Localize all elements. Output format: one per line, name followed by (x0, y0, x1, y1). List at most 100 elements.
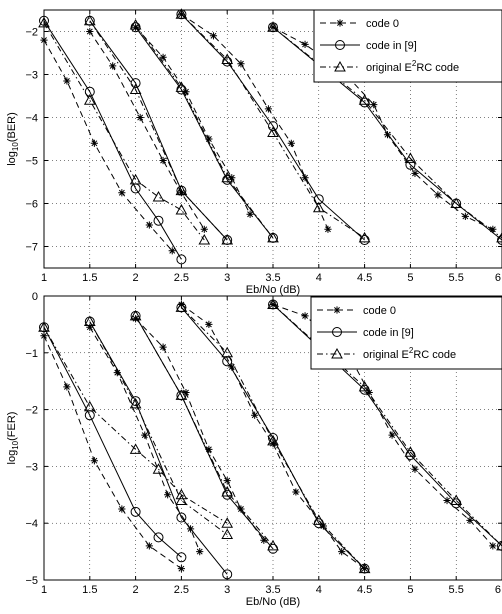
data-point (292, 488, 300, 496)
data-point (267, 434, 279, 446)
legend-marker (335, 40, 345, 50)
data-point (388, 431, 396, 439)
data-point (129, 173, 142, 185)
data-point (83, 94, 96, 105)
x-tick-label: 5 (407, 272, 413, 284)
data-point (405, 159, 416, 170)
series-line (181, 304, 365, 570)
data-point (267, 298, 279, 310)
data-point (267, 21, 279, 32)
data-point (269, 440, 277, 448)
y-tick-label: −4 (25, 518, 38, 530)
series-line (43, 326, 228, 524)
series-line (43, 39, 173, 252)
data-point (251, 411, 259, 419)
data-point (129, 397, 142, 409)
data-point (221, 234, 234, 245)
y-axis-label: log10(BER) (6, 112, 20, 166)
x-tick-label: 3 (224, 272, 230, 284)
series-line (43, 20, 182, 260)
legend-label: original E2RC code (363, 346, 456, 361)
series-triangle (38, 298, 502, 574)
legend-label: code 0 (366, 18, 399, 30)
data-point (450, 494, 463, 505)
data-point (205, 320, 213, 328)
data-point (168, 247, 176, 255)
data-point (175, 301, 188, 312)
data-point (383, 131, 392, 139)
data-point (221, 528, 234, 540)
data-point (145, 542, 153, 550)
x-tick-label: 3.5 (265, 272, 280, 284)
data-point (200, 225, 208, 233)
legend-label: code in [9] (363, 327, 414, 339)
data-point (324, 225, 332, 233)
data-point (312, 201, 325, 213)
data-point (118, 505, 126, 513)
data-point (287, 139, 295, 147)
data-point (175, 8, 188, 19)
data-point (176, 254, 187, 265)
series-line (135, 24, 274, 239)
data-point (404, 152, 417, 163)
data-point (132, 315, 140, 323)
data-point (365, 388, 373, 397)
data-point (129, 19, 142, 30)
data-point (175, 389, 188, 400)
data-point (129, 83, 142, 95)
x-tick-label: 4.5 (357, 584, 372, 596)
data-point (196, 548, 204, 556)
data-point (86, 27, 94, 36)
data-point (221, 346, 234, 358)
legend-label: original E2RC code (366, 59, 459, 74)
data-point (221, 53, 234, 64)
data-point (177, 189, 185, 197)
x-tick-label: 4.5 (357, 272, 372, 284)
y-tick-label: −2 (25, 405, 38, 417)
data-point (267, 231, 279, 243)
y-tick-label: −5 (25, 575, 38, 587)
data-point (182, 388, 190, 397)
x-tick-label: 1 (41, 272, 47, 284)
chart-panel-1: 1 1.5 2 2.5 3 3.5 4 4.5 5 5.5 6 0 −1 −2 −3 −4 −5 Eb/No (d… (6, 291, 502, 608)
series-line (89, 321, 228, 536)
data-point (176, 512, 187, 523)
data-point (63, 77, 71, 85)
grid (44, 296, 502, 580)
data-point (221, 171, 234, 183)
series-line (181, 307, 365, 569)
data-point (159, 53, 167, 61)
legend-label: code in [9] (366, 40, 417, 52)
data-point (176, 552, 187, 563)
x-tick-label: 4 (316, 584, 322, 596)
data-point (466, 516, 474, 524)
data-point (411, 169, 419, 177)
data-point (130, 78, 141, 89)
data-point (209, 32, 218, 40)
data-point (260, 536, 268, 544)
y-tick-label: −2 (25, 27, 38, 39)
chart-panel-0: 1 1.5 2 2.5 3 3.5 4 4.5 5 5.5 6 −2 −3 −4 −5 −6 −7 Eb/No (… (6, 8, 502, 296)
data-point (268, 121, 278, 132)
x-tick-label: 5.5 (449, 584, 464, 596)
grid (44, 10, 502, 268)
data-point (489, 225, 497, 233)
data-point (83, 400, 96, 412)
series-triangle (38, 8, 502, 245)
data-point (496, 231, 502, 243)
data-point (175, 494, 188, 505)
series-line (43, 335, 182, 570)
legend: code 0 code in [9] original E2RC code (313, 9, 502, 83)
data-point (177, 300, 185, 309)
data-point (175, 203, 188, 215)
x-tick-label: 1.5 (82, 272, 97, 284)
series-line (89, 20, 228, 241)
y-tick-label: −1 (25, 348, 38, 360)
data-point (86, 323, 94, 331)
data-point (83, 315, 96, 327)
x-tick-label: 3 (224, 584, 230, 596)
y-tick-label: −7 (25, 242, 38, 254)
series-line (89, 326, 201, 552)
x-tick-label: 6 (495, 272, 501, 284)
